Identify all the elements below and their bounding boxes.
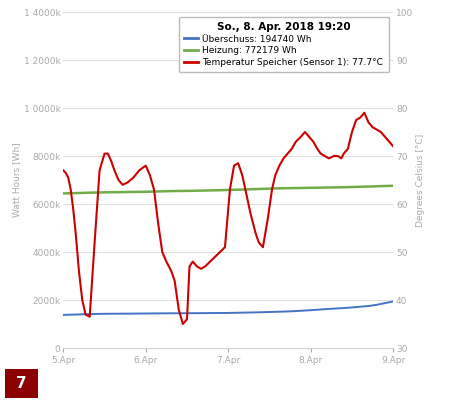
Legend: Überschuss: 194740 Wh, Heizung: 772179 Wh, Temperatur Speicher (Sensor 1): 77.7°: Überschuss: 194740 Wh, Heizung: 772179 W… [179,16,388,72]
Y-axis label: Watt Hours [Wh]: Watt Hours [Wh] [12,143,21,217]
Text: 7: 7 [16,376,27,391]
Y-axis label: Degrees Celsius [°C]: Degrees Celsius [°C] [415,133,424,227]
